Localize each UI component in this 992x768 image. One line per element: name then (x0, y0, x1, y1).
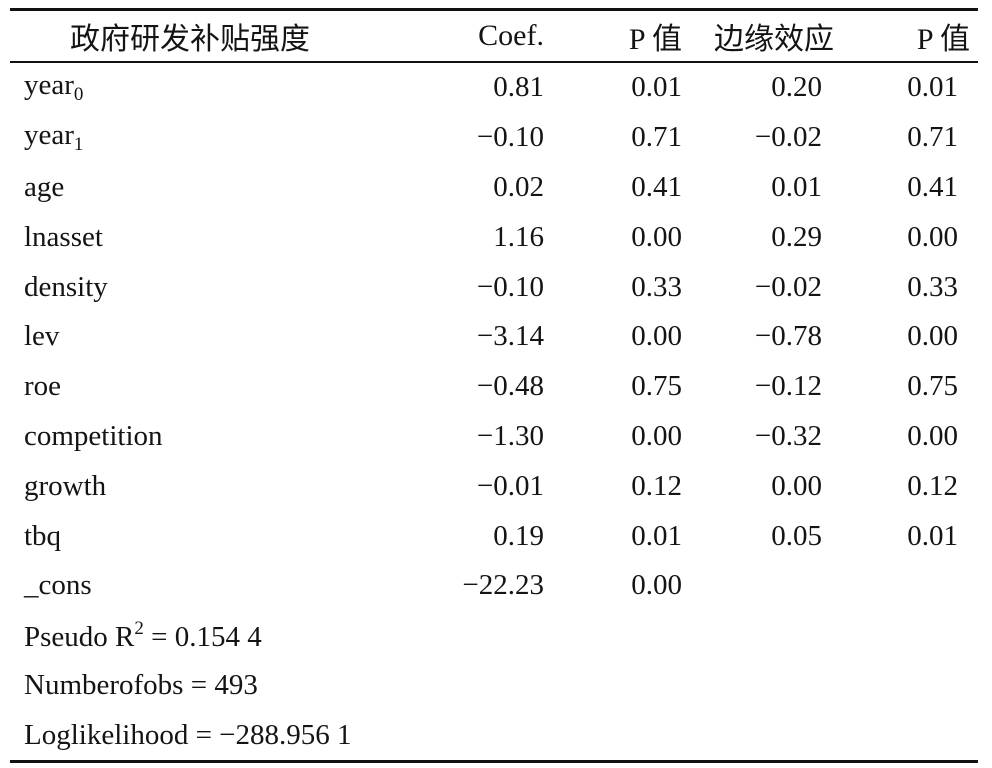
p-value-cell: 0.00 (907, 419, 958, 452)
coef-cell: −0.10 (476, 121, 544, 154)
coef-cell: −0.01 (476, 469, 544, 502)
number-of-obs-stat: Numberofobs = 493 (24, 668, 258, 701)
log-likelihood-stat: Loglikelihood = −288.956 1 (24, 718, 352, 751)
header-p-value-1: P 值 (628, 23, 682, 56)
p-value-cell: 0.00 (631, 220, 682, 253)
header-p-value-2: P 值 (916, 23, 970, 56)
table-row: year1 −0.10 0.71 −0.02 0.71 (10, 113, 978, 163)
pseudo-r2-prefix: Pseudo R (24, 620, 135, 653)
coef-cell: −0.48 (476, 370, 544, 403)
header-coef: Coef. (478, 19, 544, 52)
header-row: 政府研发补贴强度 Coef. P 值 边缘效应 P 值 (10, 11, 978, 61)
results-body: year0 0.81 0.01 0.20 0.01 year1 −0.10 0.… (10, 63, 978, 760)
top-rule (10, 8, 978, 11)
regression-table: 政府研发补贴强度 Coef. P 值 边缘效应 P 值 year0 0.81 0… (10, 8, 978, 764)
p-value-cell: 0.75 (631, 370, 682, 403)
p-value-cell: 0.71 (631, 121, 682, 154)
table-row: tbq 0.19 0.01 0.05 0.01 (10, 511, 978, 561)
coef-cell: −22.23 (462, 569, 544, 602)
row-label-subscript: 1 (73, 134, 84, 156)
marginal-effect-cell: 0.20 (771, 71, 822, 104)
p-value-cell: 0.41 (907, 170, 958, 203)
footer-row-nobs: Numberofobs = 493 (10, 661, 978, 711)
header-variable: 政府研发补贴强度 (70, 23, 310, 56)
footer-row-loglik: Loglikelihood = −288.956 1 (10, 710, 978, 760)
p-value-cell: 0.12 (631, 469, 682, 502)
p-value-cell: 0.12 (907, 469, 958, 502)
row-label: year0 (10, 63, 400, 113)
results-table: 政府研发补贴强度 Coef. P 值 边缘效应 P 值 (10, 11, 978, 61)
p-value-cell: 0.01 (631, 71, 682, 104)
coef-cell: −3.14 (476, 320, 544, 353)
pseudo-r2-value: = 0.154 4 (143, 620, 262, 653)
p-value-cell: 0.33 (907, 270, 958, 303)
p-value-cell (840, 561, 978, 611)
table-row: density −0.10 0.33 −0.02 0.33 (10, 262, 978, 312)
row-label: age (24, 170, 65, 203)
pseudo-r2-stat: Pseudo R2 = 0.154 4 (10, 611, 978, 661)
header-marginal-effect: 边缘效应 (714, 23, 834, 56)
p-value-cell: 0.71 (907, 121, 958, 154)
marginal-effect-cell (690, 561, 840, 611)
row-label: _cons (24, 569, 92, 602)
row-label: growth (24, 469, 107, 502)
row-label: roe (24, 370, 62, 403)
coef-cell: 0.02 (493, 170, 544, 203)
marginal-effect-cell: −0.02 (754, 121, 822, 154)
marginal-effect-cell: −0.32 (754, 419, 822, 452)
pseudo-r2-superscript: 2 (134, 617, 144, 639)
marginal-effect-cell: −0.78 (754, 320, 822, 353)
table-row: roe −0.48 0.75 −0.12 0.75 (10, 362, 978, 412)
row-label-base: year (24, 69, 74, 102)
p-value-cell: 0.01 (631, 519, 682, 552)
p-value-cell: 0.00 (907, 220, 958, 253)
row-label-base: year (24, 119, 74, 152)
header-rule (10, 61, 978, 63)
marginal-effect-cell: 0.01 (771, 170, 822, 203)
table-header: 政府研发补贴强度 Coef. P 值 边缘效应 P 值 (10, 11, 978, 61)
marginal-effect-cell: 0.29 (771, 220, 822, 253)
table-row: age 0.02 0.41 0.01 0.41 (10, 163, 978, 213)
table-row: growth −0.01 0.12 0.00 0.12 (10, 461, 978, 511)
p-value-cell: 0.41 (631, 170, 682, 203)
p-value-cell: 0.00 (631, 569, 682, 602)
table-row: lnasset 1.16 0.00 0.29 0.00 (10, 212, 978, 262)
table-row: _cons −22.23 0.00 (10, 561, 978, 611)
bottom-rule (10, 760, 978, 764)
row-label: year1 (10, 113, 400, 163)
p-value-cell: 0.01 (907, 519, 958, 552)
table-row: competition −1.30 0.00 −0.32 0.00 (10, 412, 978, 462)
marginal-effect-cell: −0.02 (754, 270, 822, 303)
row-label: tbq (24, 519, 62, 552)
row-label-subscript: 0 (73, 84, 84, 106)
p-value-cell: 0.00 (907, 320, 958, 353)
row-label: lnasset (24, 220, 103, 253)
p-value-cell: 0.33 (631, 270, 682, 303)
table-row: lev −3.14 0.00 −0.78 0.00 (10, 312, 978, 362)
table-row: year0 0.81 0.01 0.20 0.01 (10, 63, 978, 113)
coef-cell: 1.16 (493, 220, 544, 253)
p-value-cell: 0.00 (631, 419, 682, 452)
row-label: lev (24, 320, 60, 353)
coef-cell: −1.30 (476, 419, 544, 452)
marginal-effect-cell: 0.00 (771, 469, 822, 502)
coef-cell: −0.10 (476, 270, 544, 303)
p-value-cell: 0.75 (907, 370, 958, 403)
marginal-effect-cell: −0.12 (754, 370, 822, 403)
row-label: density (24, 270, 108, 303)
footer-row-pseudo-r2: Pseudo R2 = 0.154 4 (10, 611, 978, 661)
marginal-effect-cell: 0.05 (771, 519, 822, 552)
coef-cell: 0.19 (493, 519, 544, 552)
p-value-cell: 0.00 (631, 320, 682, 353)
p-value-cell: 0.01 (907, 71, 958, 104)
coef-cell: 0.81 (493, 71, 544, 104)
row-label: competition (24, 419, 163, 452)
